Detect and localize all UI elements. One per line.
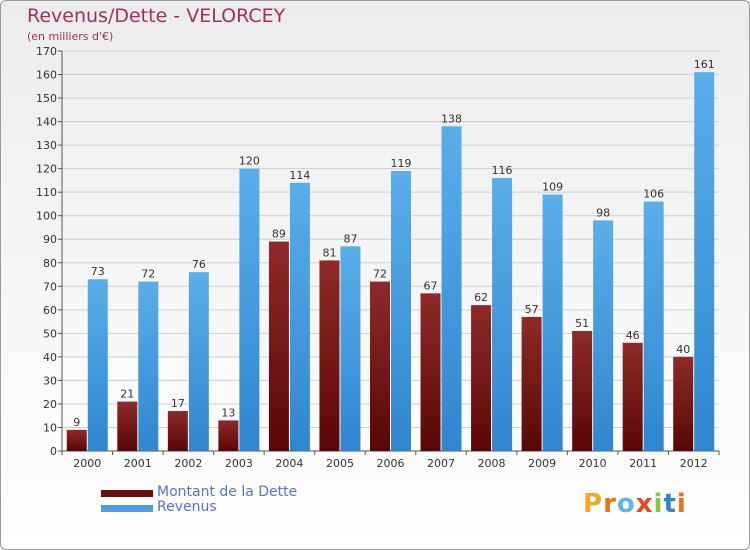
data-label-revenus: 161: [694, 58, 715, 71]
data-label-revenus: 98: [596, 206, 610, 219]
x-tick-label: 2011: [629, 457, 657, 470]
bar-revenus: [188, 272, 209, 451]
bar-dette: [117, 401, 138, 451]
bar-dette: [218, 420, 239, 451]
y-tick-label: 130: [36, 139, 57, 152]
logo-letter: i: [676, 489, 687, 519]
y-tick-label: 70: [43, 280, 57, 293]
data-label-dette: 13: [221, 406, 235, 419]
legend-label-revenus: Revenus: [157, 499, 217, 515]
data-label-revenus: 106: [643, 188, 664, 201]
y-tick-label: 110: [36, 186, 57, 199]
data-label-revenus: 116: [492, 164, 513, 177]
bar-dette: [167, 411, 188, 451]
x-tick-label: 2007: [427, 457, 455, 470]
x-tick-label: 2002: [174, 457, 202, 470]
data-label-revenus: 138: [441, 112, 462, 125]
bar-dette: [622, 342, 643, 451]
x-tick-label: 2006: [377, 457, 405, 470]
proxiti-logo: Proxiti: [583, 489, 687, 519]
bar-revenus: [239, 168, 260, 451]
logo-letter: t: [663, 489, 677, 519]
chart-subtitle: (en milliers d'€): [27, 30, 114, 43]
data-label-revenus: 120: [239, 155, 260, 168]
bar-revenus: [87, 279, 108, 451]
x-tick-label: 2012: [680, 457, 708, 470]
logo-letter: o: [616, 489, 636, 519]
data-label-dette: 51: [575, 317, 589, 330]
bar-dette: [521, 316, 542, 451]
bar-dette: [319, 260, 340, 451]
bar-revenus: [138, 281, 159, 451]
data-label-dette: 62: [474, 291, 488, 304]
y-tick-label: 0: [50, 445, 57, 458]
bar-revenus: [391, 171, 411, 451]
y-tick-label: 160: [36, 69, 57, 82]
y-tick-label: 40: [43, 351, 57, 364]
data-label-revenus: 114: [289, 169, 310, 182]
data-label-dette: 57: [525, 303, 539, 316]
chart-title: Revenus/Dette - VELORCEY: [27, 5, 286, 27]
y-tick-label: 90: [43, 233, 57, 246]
y-tick-label: 100: [36, 210, 57, 223]
data-label-revenus: 87: [343, 232, 357, 245]
data-label-revenus: 76: [192, 258, 206, 271]
logo-letter: P: [583, 489, 604, 519]
data-label-dette: 21: [120, 388, 134, 401]
x-tick-label: 2010: [579, 457, 607, 470]
legend-label-dette: Montant de la Dette: [157, 484, 298, 500]
y-tick-label: 170: [36, 45, 57, 58]
bar-revenus: [492, 178, 513, 451]
bar-revenus: [593, 220, 614, 451]
data-label-dette: 46: [626, 329, 640, 342]
x-tick-label: 2009: [528, 457, 556, 470]
data-label-dette: 89: [272, 228, 286, 241]
x-tick-label: 2003: [225, 457, 253, 470]
y-tick-label: 20: [43, 398, 57, 411]
bar-revenus: [643, 201, 664, 451]
bar-dette: [471, 305, 492, 451]
logo-letter: i: [653, 489, 664, 519]
data-label-dette: 17: [171, 397, 185, 410]
legend-swatch-dette: [101, 490, 153, 497]
x-tick-label: 2000: [73, 457, 101, 470]
y-tick-label: 60: [43, 304, 57, 317]
y-tick-label: 30: [43, 374, 57, 387]
legend-swatch-revenus: [101, 505, 153, 512]
data-label-dette: 40: [676, 343, 690, 356]
bar-revenus: [441, 126, 462, 451]
data-label-dette: 67: [424, 279, 438, 292]
data-label-dette: 9: [73, 416, 80, 429]
y-tick-label: 150: [36, 92, 57, 105]
logo-letter: x: [635, 489, 654, 519]
x-tick-label: 2008: [478, 457, 506, 470]
data-label-dette: 72: [373, 268, 387, 281]
y-tick-label: 10: [43, 421, 57, 434]
y-tick-label: 120: [36, 163, 57, 176]
data-label-revenus: 109: [542, 181, 563, 194]
data-label-dette: 81: [322, 246, 336, 259]
bar-dette: [673, 356, 694, 451]
data-label-revenus: 73: [91, 265, 105, 278]
bar-dette: [370, 281, 390, 451]
x-tick-label: 2005: [326, 457, 354, 470]
bar-dette: [66, 429, 87, 451]
bar-dette: [420, 293, 441, 451]
bar-dette: [572, 331, 593, 451]
bar-revenus: [694, 72, 715, 452]
y-tick-label: 50: [43, 327, 57, 340]
data-label-revenus: 72: [141, 268, 155, 281]
logo-letter: r: [603, 489, 617, 519]
data-label-revenus: 119: [391, 157, 412, 170]
y-tick-label: 140: [36, 116, 57, 129]
bar-dette: [268, 241, 289, 451]
bar-revenus: [542, 194, 563, 451]
bar-revenus: [289, 182, 310, 451]
bar-revenus: [340, 246, 361, 451]
x-tick-label: 2001: [124, 457, 152, 470]
x-tick-label: 2004: [275, 457, 303, 470]
y-tick-label: 80: [43, 257, 57, 270]
